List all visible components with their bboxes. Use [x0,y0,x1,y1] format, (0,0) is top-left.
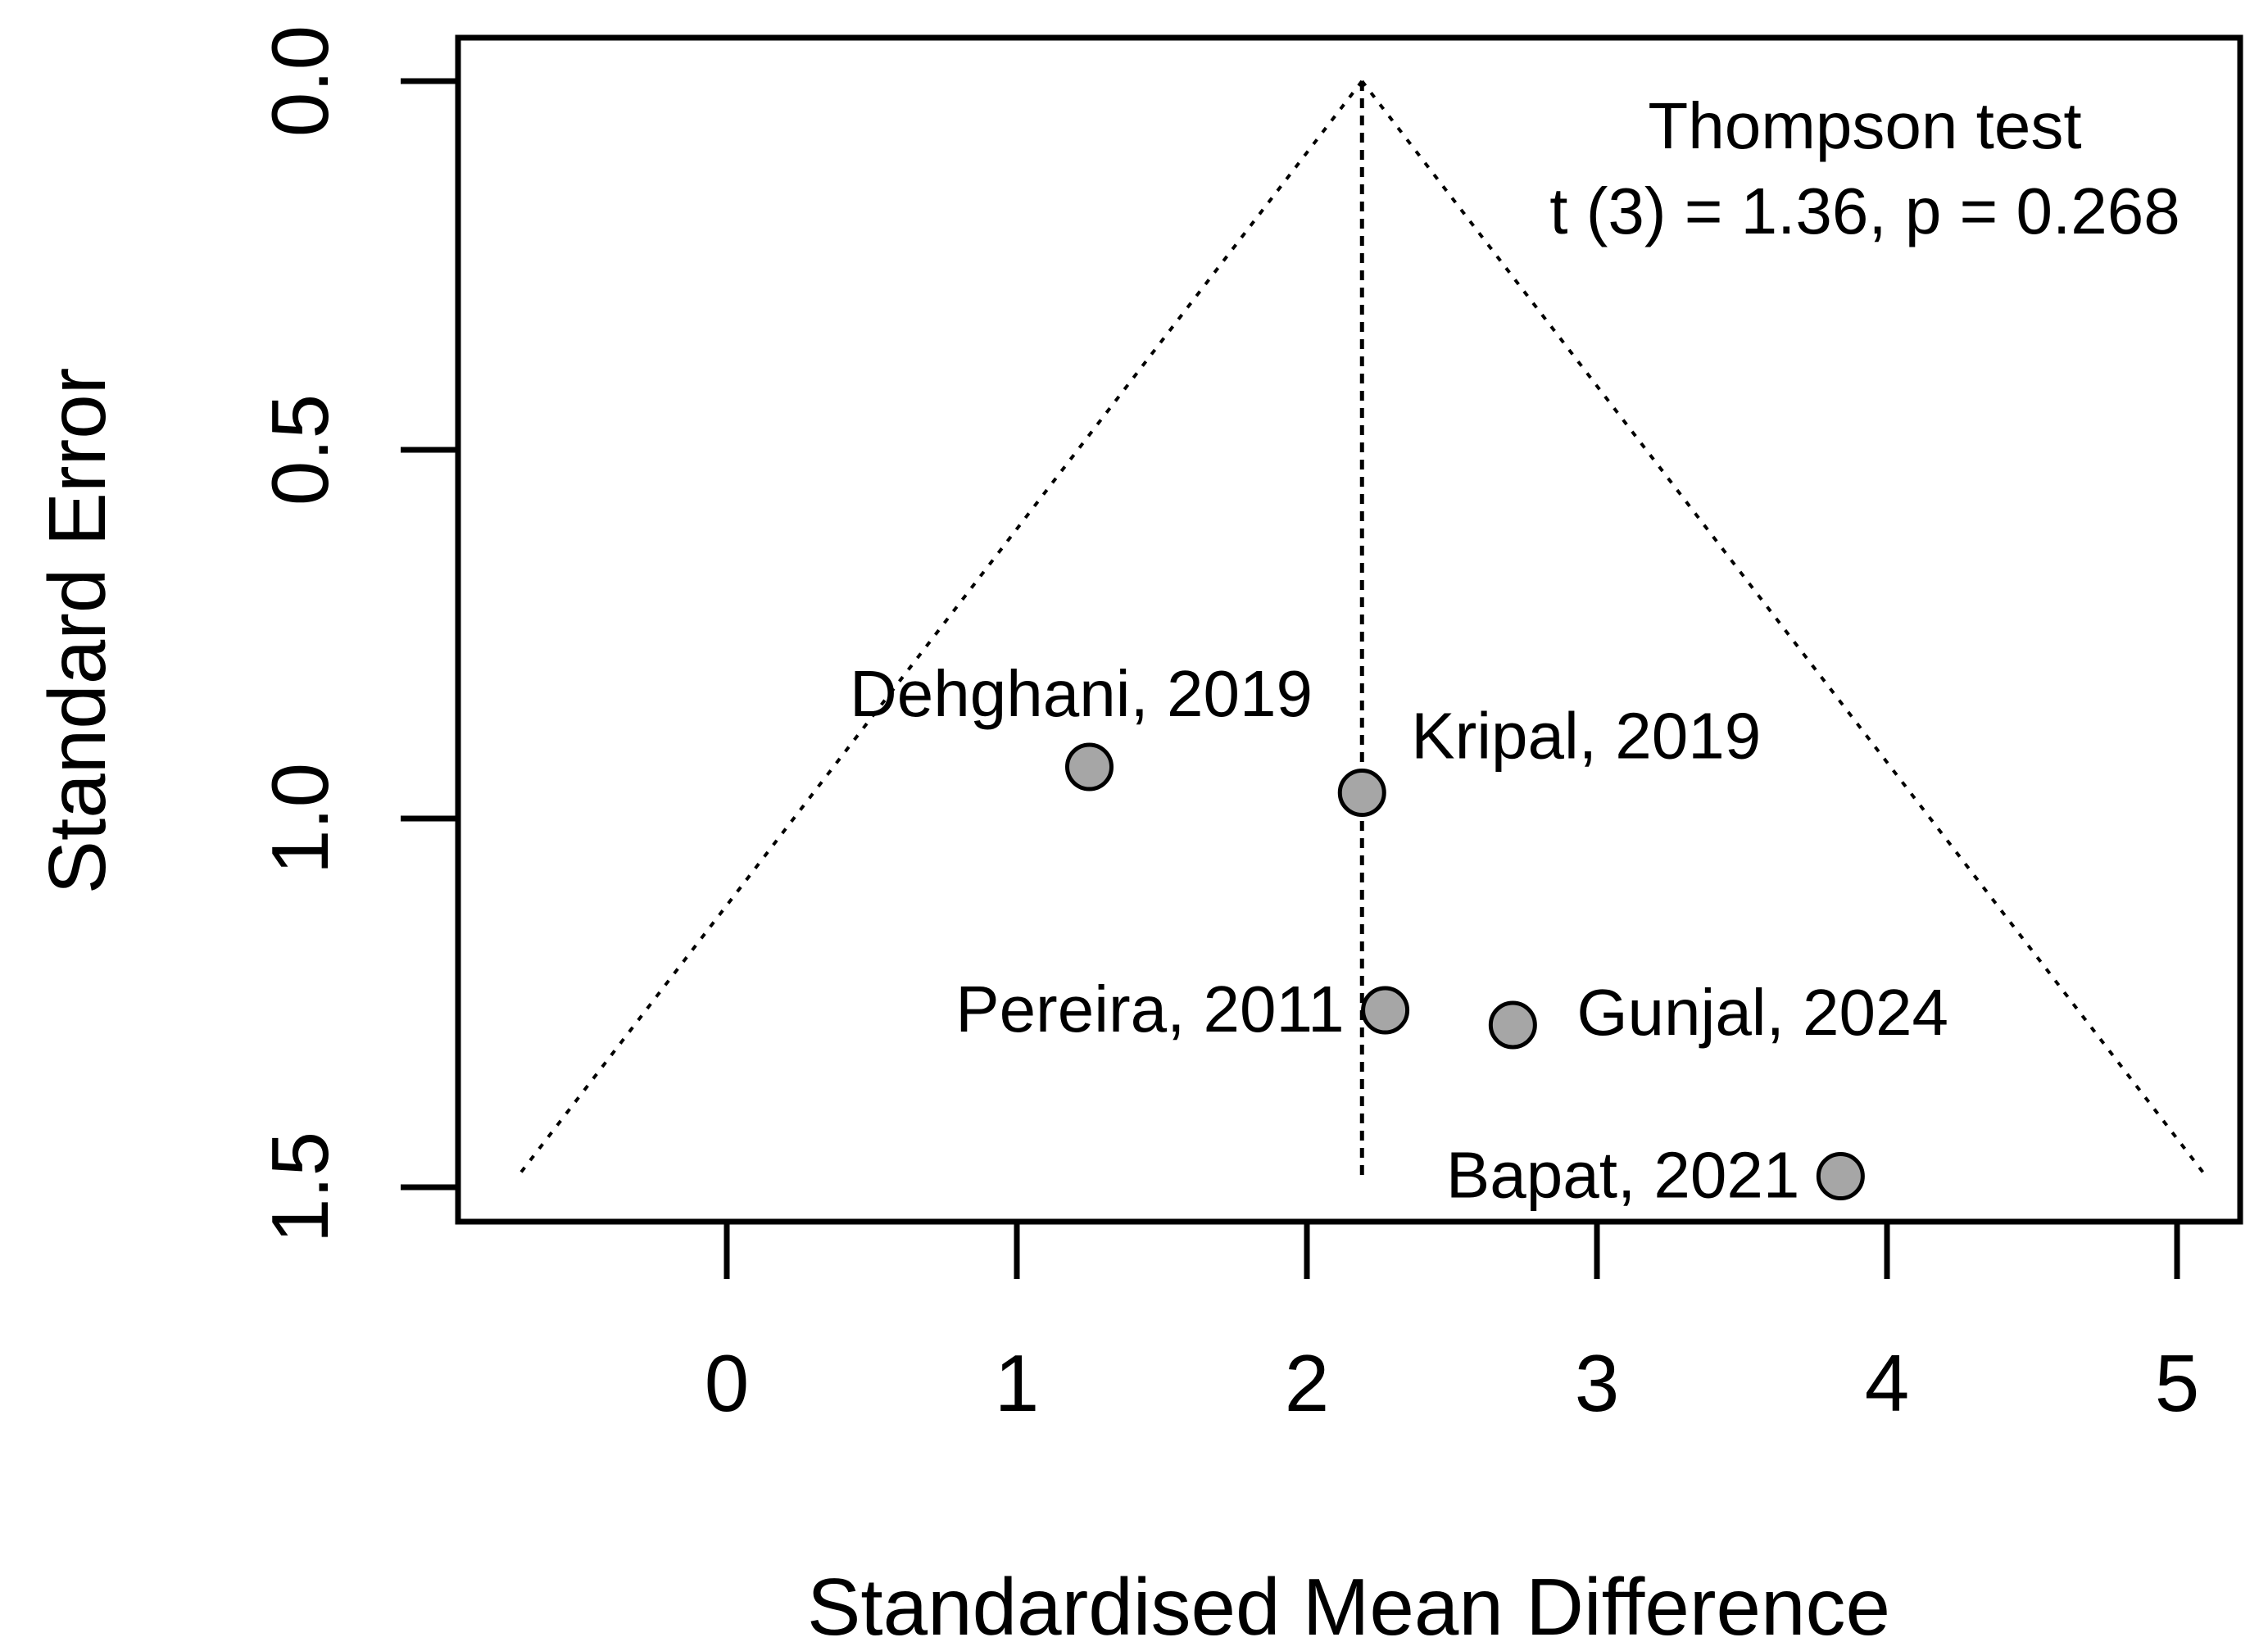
y-axis-title: Standard Error [32,368,122,895]
x-axis: 0 1 2 3 4 5 [705,1222,2200,1428]
y-axis: 0.0 0.5 1.0 1.5 [255,25,458,1243]
y-tick-label: 1.5 [255,1132,345,1243]
study-label: Kripal, 2019 [1411,700,1761,773]
study-label: Pereira, 2011 [955,973,1344,1045]
study-point [1361,986,1410,1035]
x-tick-label: 4 [1865,1338,1910,1428]
study-points: Dehghani, 2019 Kripal, 2019 Pereira, 2011 G… [850,657,1948,1212]
study-point [1337,769,1386,817]
x-tick-label: 1 [995,1338,1040,1428]
study-point [1816,1152,1865,1200]
x-tick-label: 2 [1285,1338,1330,1428]
study-label: Bapat, 2021 [1446,1139,1799,1212]
study-point [1488,1000,1537,1050]
plot-frame [455,34,2243,1225]
annotation-line1: Thompson test [1648,89,2081,162]
x-tick-label: 3 [1575,1338,1620,1428]
annotation-line2: t (3) = 1.36, p = 0.268 [1549,175,2180,247]
x-axis-title: Standardised Mean Difference [807,1562,1890,1651]
y-tick-label: 1.0 [255,763,345,874]
x-tick-label: 5 [2155,1338,2200,1428]
funnel-lines [519,79,2205,1181]
x-tick-label: 0 [705,1338,750,1428]
study-label: Gunjal, 2024 [1576,976,1948,1049]
study-point [1065,742,1114,791]
study-label: Dehghani, 2019 [850,657,1313,730]
y-tick-label: 0.0 [255,25,345,137]
y-tick-label: 0.5 [255,394,345,506]
